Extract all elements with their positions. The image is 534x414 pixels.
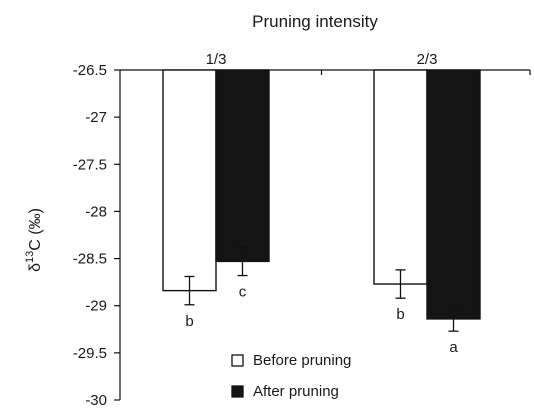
y-tick-label: -30	[85, 392, 107, 409]
significance-letter: c	[239, 284, 247, 301]
y-tick-label: -28	[85, 203, 107, 220]
y-axis-label: δ13C (‰)	[24, 208, 44, 272]
chart-title: Pruning intensity	[252, 12, 378, 31]
significance-letter: b	[396, 306, 404, 323]
y-tick-label: -28.5	[73, 251, 107, 268]
y-tick-label: -27.5	[73, 156, 107, 173]
bar	[162, 69, 217, 292]
category-label: 1/3	[206, 51, 227, 68]
legend-swatch	[231, 385, 244, 398]
y-axis-label-rest: C (‰)	[27, 208, 44, 251]
y-axis-label-delta: δ	[27, 263, 44, 272]
y-tick-label: -26.5	[73, 62, 107, 79]
significance-letter: b	[185, 313, 193, 330]
significance-letter: a	[449, 339, 458, 356]
y-tick-label: -29.5	[73, 345, 107, 362]
legend-swatch	[231, 354, 244, 367]
category-label: 2/3	[417, 51, 438, 68]
bar	[426, 69, 481, 320]
bar	[373, 69, 428, 285]
y-tick-label: -27	[85, 109, 107, 126]
legend-label: After pruning	[253, 383, 339, 400]
y-axis-label-superscript: 13	[24, 251, 36, 263]
bar	[215, 69, 270, 263]
plot-area: -26.5 -27 -27.5 -28 -28.5 -29 -29.5 -30 1/3 2/3 b b…	[73, 51, 531, 409]
y-tick-label: -29	[85, 298, 107, 315]
legend-label: Before pruning	[253, 352, 351, 369]
